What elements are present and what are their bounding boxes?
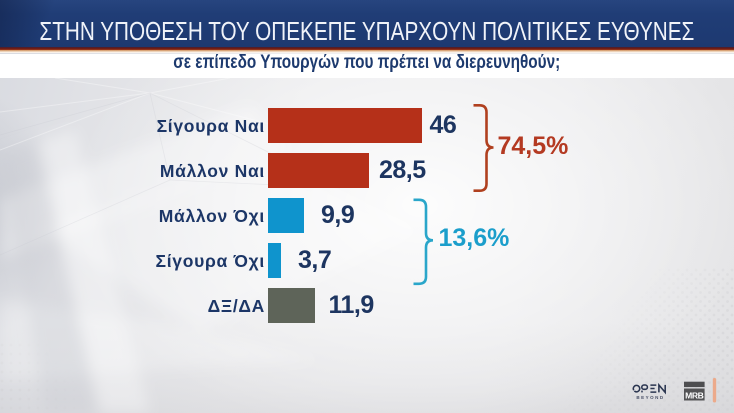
- svg-text:BEYOND: BEYOND: [636, 395, 664, 400]
- svg-text:MRB: MRB: [685, 390, 704, 400]
